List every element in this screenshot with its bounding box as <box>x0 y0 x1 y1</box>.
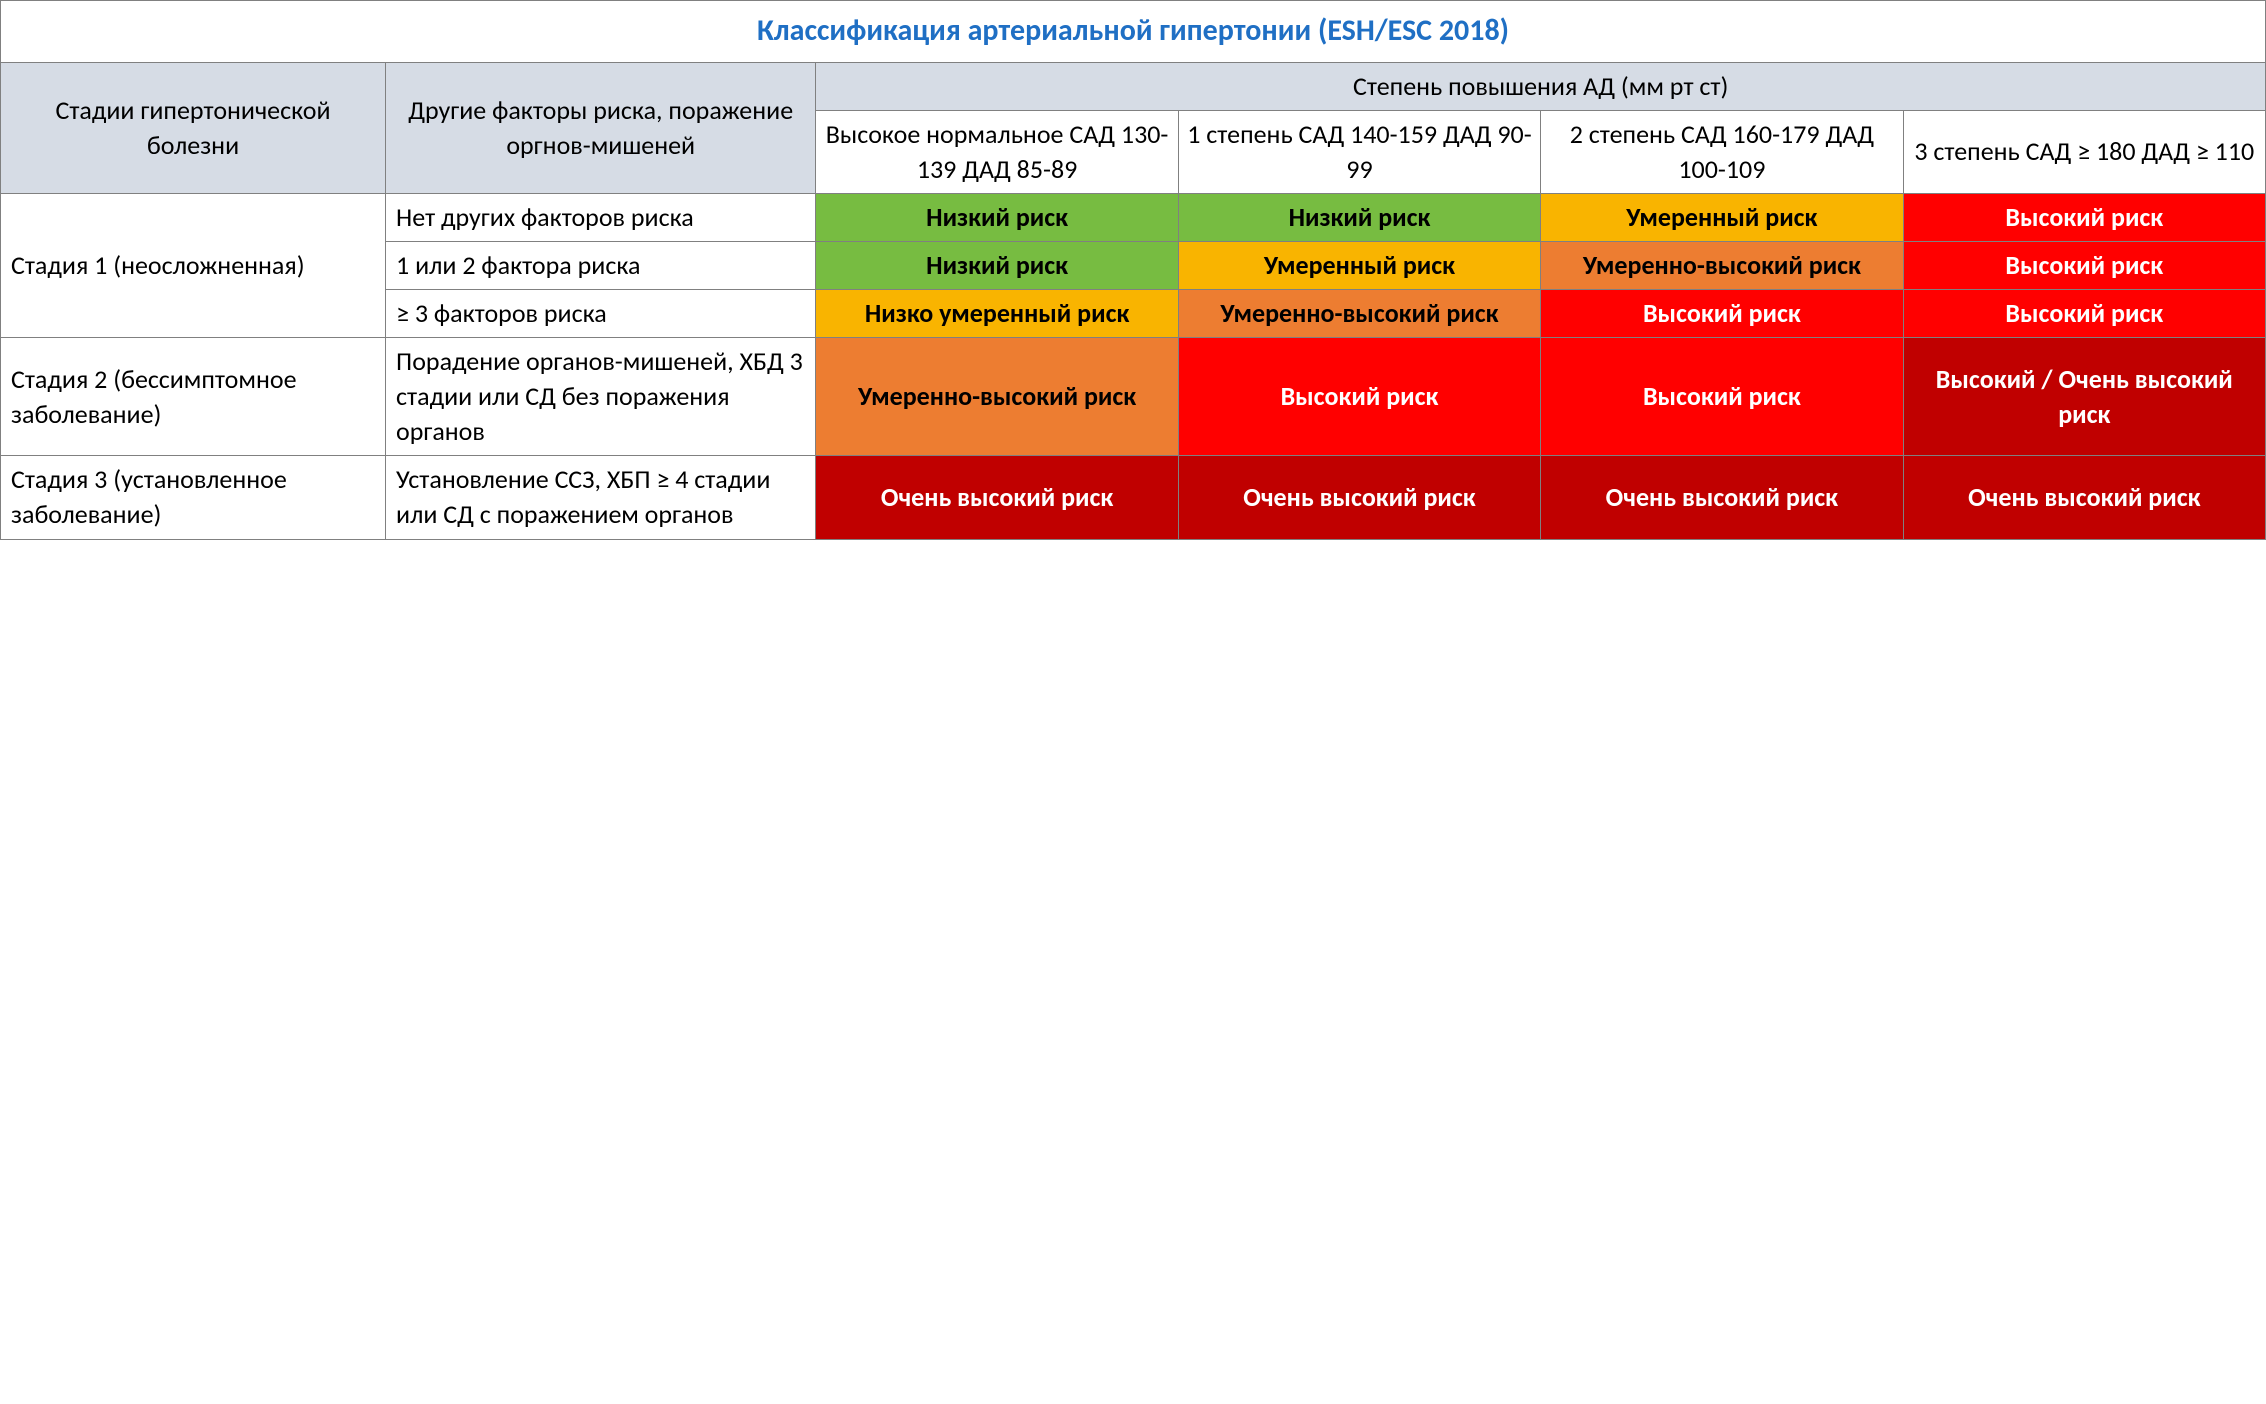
table-row: Стадия 3 (установленное заболевание) Уст… <box>1 456 2266 539</box>
header-bp-col-3: 3 степень САД ≥ 180 ДАД ≥ 110 <box>1903 110 2265 193</box>
risk-cell: Высокий риск <box>1178 338 1540 456</box>
stage-label-1: Стадия 1 (неосложненная) <box>1 193 386 337</box>
factor-cell: Установление ССЗ, ХБП ≥ 4 стадии или СД … <box>386 456 816 539</box>
risk-cell: Низкий риск <box>816 241 1178 289</box>
header-bp-col-0: Высокое нормальное САД 130-139 ДАД 85-89 <box>816 110 1178 193</box>
risk-cell: Высокий / Очень высокий риск <box>1903 338 2265 456</box>
hypertension-classification-table: Классификация артериальной гипертонии (E… <box>0 0 2266 540</box>
risk-cell: Низко умеренный риск <box>816 289 1178 337</box>
header-row-1: Стадии гипертонической болезни Другие фа… <box>1 62 2266 110</box>
stage-label-2: Стадия 2 (бессимптомное заболевание) <box>1 338 386 456</box>
risk-cell: Низкий риск <box>816 193 1178 241</box>
stage-label-3: Стадия 3 (установленное заболевание) <box>1 456 386 539</box>
factor-cell: 1 или 2 фактора риска <box>386 241 816 289</box>
risk-cell: Высокий риск <box>1903 289 2265 337</box>
risk-cell: Высокий риск <box>1541 289 1903 337</box>
table-row: Стадия 2 (бессимптомное заболевание) Пор… <box>1 338 2266 456</box>
table-title: Классификация артериальной гипертонии (E… <box>1 1 2266 63</box>
title-row: Классификация артериальной гипертонии (E… <box>1 1 2266 63</box>
risk-cell: Высокий риск <box>1903 241 2265 289</box>
table-row: Стадия 1 (неосложненная) Нет других факт… <box>1 193 2266 241</box>
risk-cell: Высокий риск <box>1541 338 1903 456</box>
factor-cell: Порадение органов-мишеней, ХБД 3 стадии … <box>386 338 816 456</box>
risk-cell: Высокий риск <box>1903 193 2265 241</box>
header-stage: Стадии гипертонической болезни <box>1 62 386 193</box>
header-bp-col-1: 1 степень САД 140-159 ДАД 90-99 <box>1178 110 1540 193</box>
factor-cell: ≥ 3 факторов риска <box>386 289 816 337</box>
risk-cell: Низкий риск <box>1178 193 1540 241</box>
risk-cell: Очень высокий риск <box>816 456 1178 539</box>
header-factors: Другие факторы риска, поражение оргнов-м… <box>386 62 816 193</box>
risk-cell: Умеренно-высокий риск <box>816 338 1178 456</box>
risk-cell: Умеренный риск <box>1178 241 1540 289</box>
factor-cell: Нет других факторов риска <box>386 193 816 241</box>
risk-cell: Очень высокий риск <box>1541 456 1903 539</box>
risk-cell: Умеренно-высокий риск <box>1178 289 1540 337</box>
risk-cell: Умеренно-высокий риск <box>1541 241 1903 289</box>
header-bp-col-2: 2 степень САД 160-179 ДАД 100-109 <box>1541 110 1903 193</box>
risk-cell: Умеренный риск <box>1541 193 1903 241</box>
risk-cell: Очень высокий риск <box>1178 456 1540 539</box>
risk-cell: Очень высокий риск <box>1903 456 2265 539</box>
header-bp-group: Степень повышения АД (мм рт ст) <box>816 62 2266 110</box>
